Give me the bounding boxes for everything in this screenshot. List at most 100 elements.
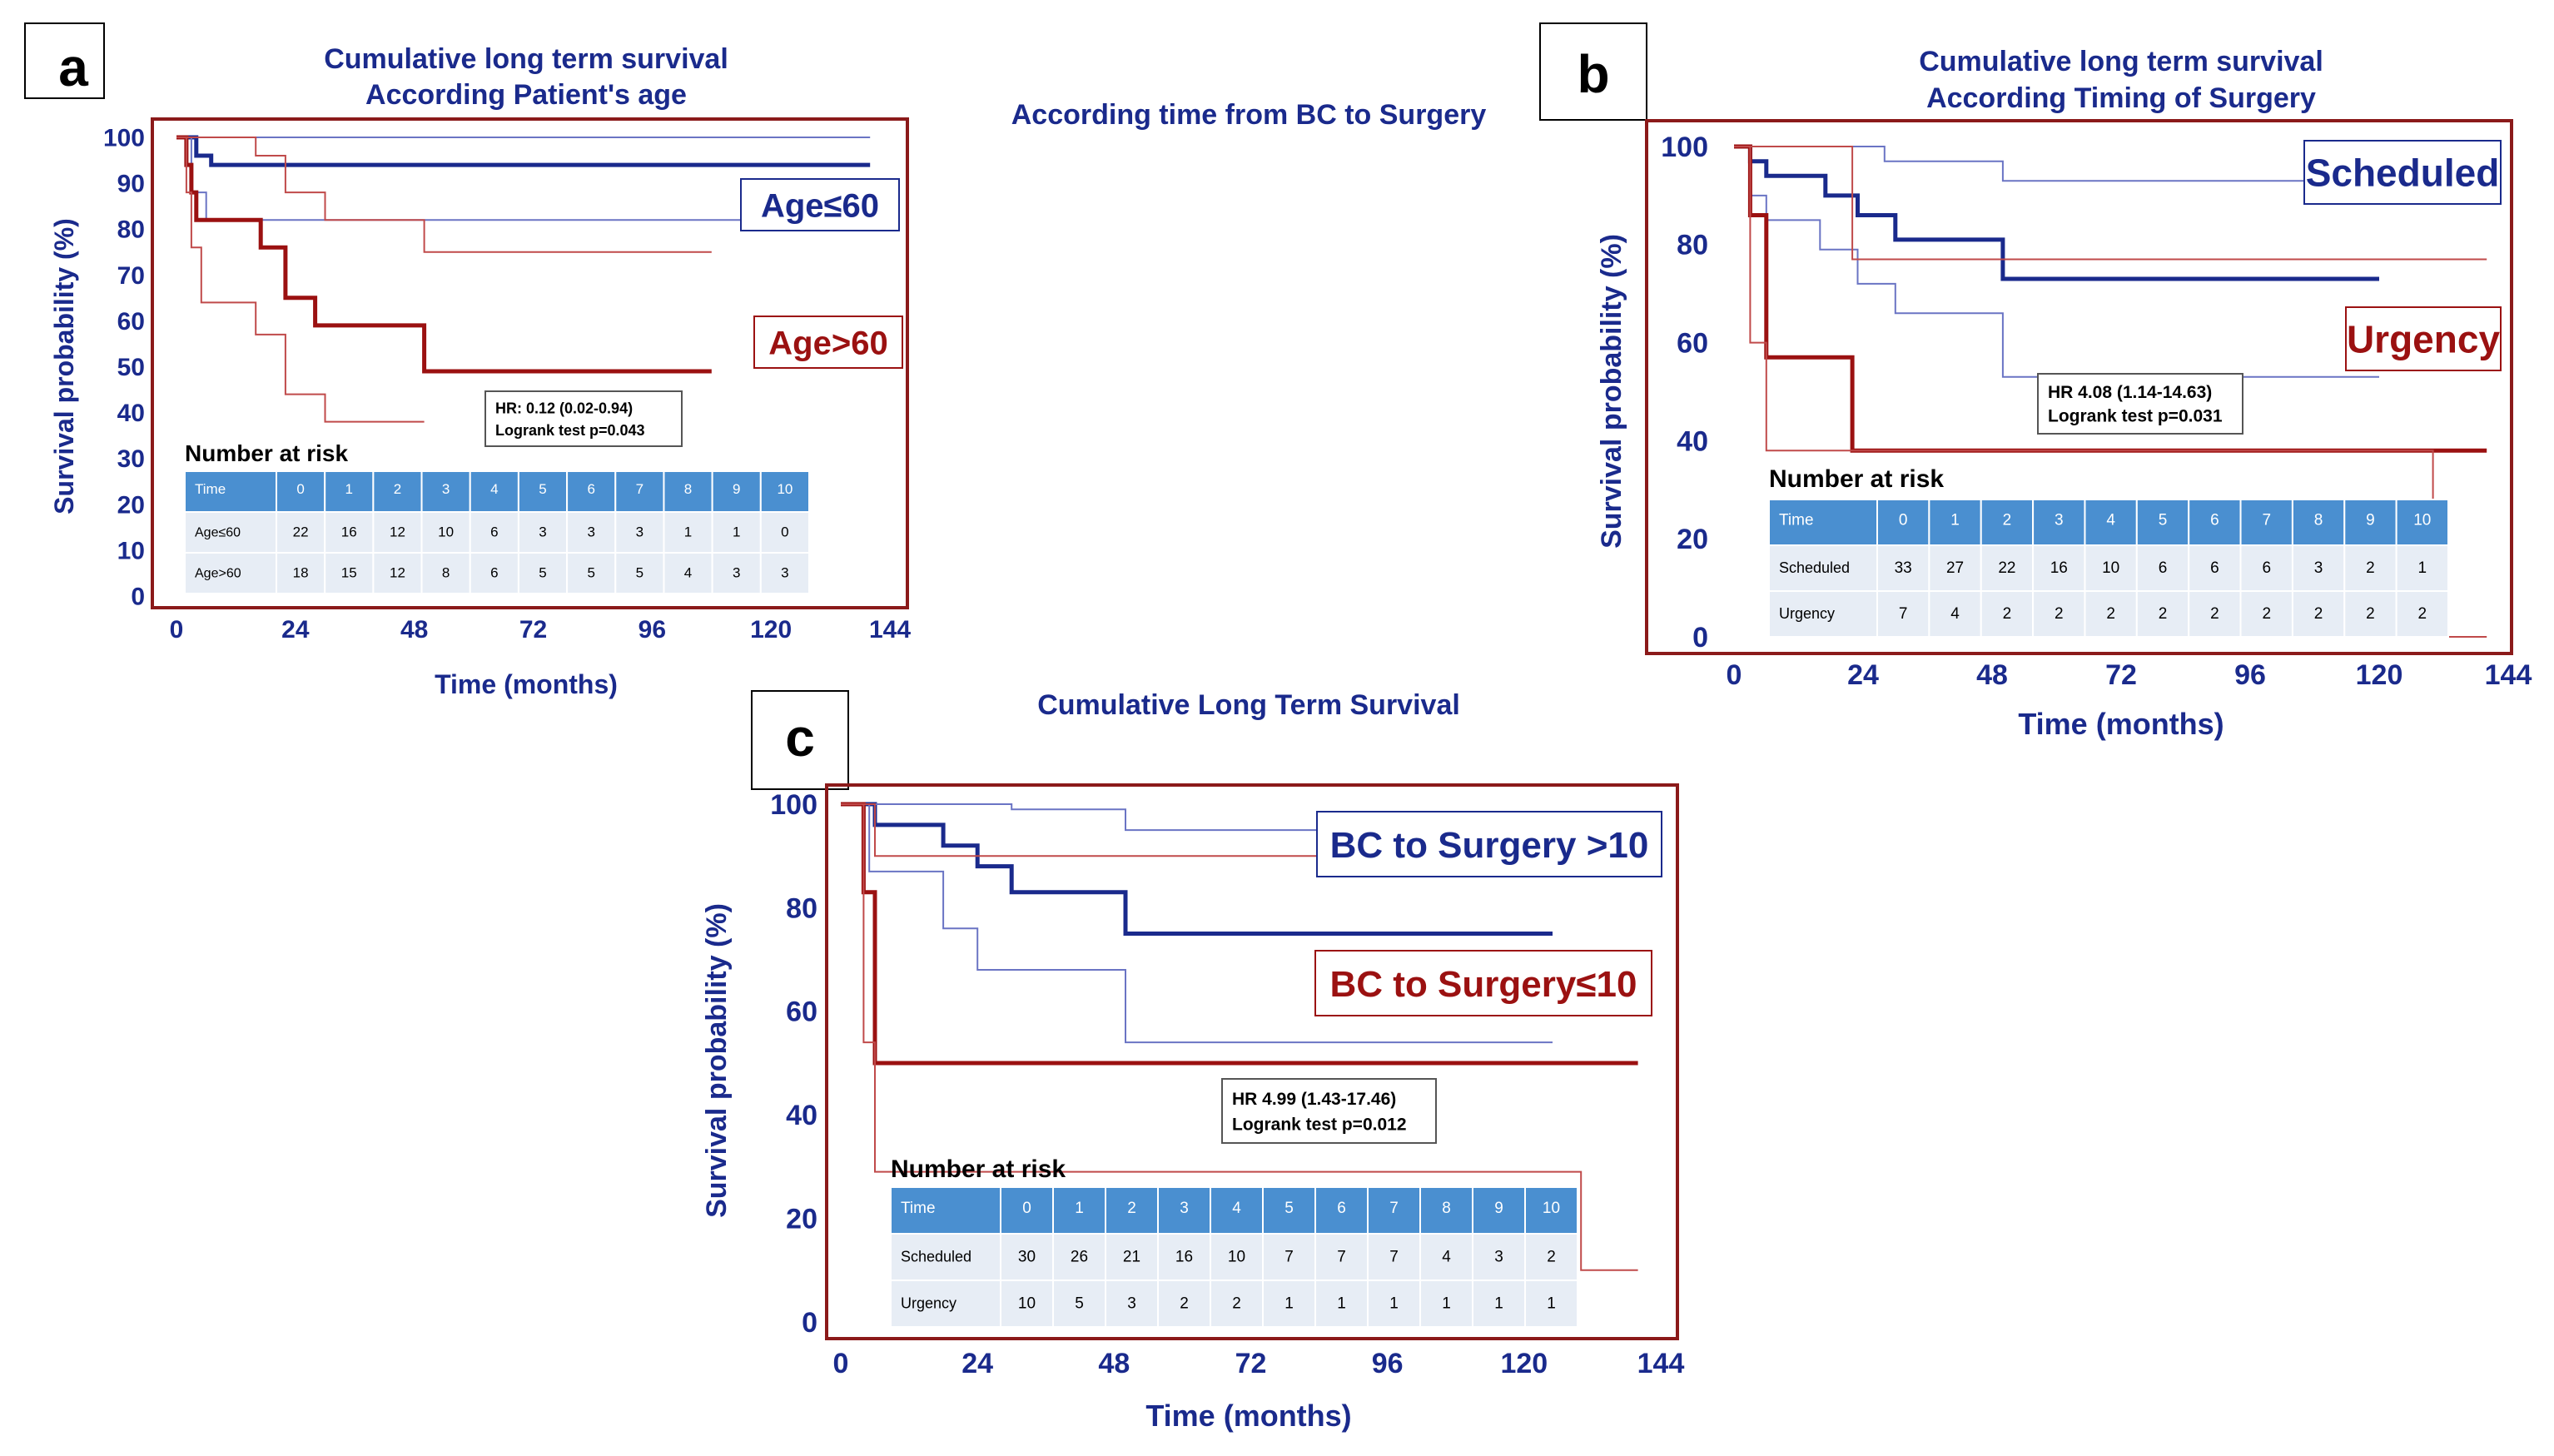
- chart-title-line1: Cumulative long term survival: [1919, 46, 2323, 77]
- risk-table-header-text: 7: [2262, 511, 2271, 529]
- y-tick-label: 10: [117, 537, 145, 564]
- risk-table-value: 5: [636, 564, 643, 580]
- risk-table-cell: [1928, 590, 1982, 638]
- risk-table-header-text: 9: [733, 481, 740, 497]
- risk-table-header-text: 8: [1442, 1200, 1451, 1217]
- risk-table-cell: [324, 511, 375, 554]
- risk-table-row-label: Age>60: [195, 566, 241, 580]
- y-tick-label: 80: [786, 892, 817, 924]
- logrank-text: Logrank test p=0.012: [1232, 1116, 1407, 1135]
- legend-box: [740, 178, 900, 231]
- risk-table-value: 16: [1175, 1249, 1193, 1266]
- risk-table-cell: [890, 1233, 1001, 1281]
- risk-table-header-cell: [1524, 1186, 1578, 1235]
- chart-title-line1: Cumulative long term survival: [324, 43, 728, 75]
- risk-table-value: 12: [390, 564, 405, 580]
- chart-title-line2: According Patient's age: [365, 79, 687, 111]
- risk-table-header-text: 2: [394, 481, 401, 497]
- risk-table-header-text: 5: [1284, 1200, 1294, 1217]
- risk-table-header-text: 1: [1075, 1200, 1084, 1217]
- risk-table-title: Number at risk: [185, 440, 348, 466]
- risk-table-value: 1: [1494, 1295, 1503, 1313]
- legend-label: Scheduled: [2306, 152, 2500, 195]
- risk-table-value: 2: [1232, 1295, 1241, 1313]
- risk-table-value: 3: [2314, 559, 2323, 577]
- y-axis-label: Survival probability (%): [1596, 234, 1627, 549]
- risk-table-header-cell: [1262, 1186, 1316, 1235]
- x-axis-label: Time (months): [435, 669, 618, 699]
- risk-table-cell: [759, 552, 810, 594]
- risk-table-value: 7: [1389, 1249, 1399, 1266]
- risk-table-cell: [663, 552, 713, 594]
- x-tick-label: 24: [1847, 659, 1879, 691]
- risk-table-value: 3: [781, 564, 788, 580]
- risk-table-value: 8: [442, 564, 450, 580]
- panel-letter: b: [1577, 44, 1609, 104]
- legend-box: [1316, 811, 1662, 877]
- risk-table-cell: [1052, 1280, 1106, 1328]
- risk-table-header-text: 6: [2210, 511, 2219, 529]
- y-axis-label: Survival probability (%): [49, 218, 79, 514]
- hr-text: HR 4.08 (1.14-14.63): [2048, 383, 2212, 402]
- risk-table-cell: [614, 552, 665, 594]
- confidence-band-line: [841, 803, 1638, 1271]
- risk-table-title: Number at risk: [891, 1155, 1066, 1183]
- y-tick-label: 100: [1661, 132, 1708, 163]
- legend-label: BC to Surgery >10: [1330, 825, 1649, 866]
- risk-table-header-cell: [890, 1186, 1001, 1235]
- risk-table-cell: [2084, 544, 2138, 592]
- y-tick-label: 80: [117, 216, 145, 244]
- risk-table-header-cell: [2343, 499, 2397, 546]
- y-tick-label: 40: [786, 1100, 817, 1131]
- risk-table-value: 27: [1946, 559, 1964, 577]
- risk-table-value: 5: [1075, 1295, 1084, 1313]
- risk-table-value: 2: [2418, 605, 2427, 623]
- risk-table-header-text: 10: [1543, 1200, 1560, 1217]
- risk-table-cell: [711, 552, 762, 594]
- risk-table-header-text: 0: [296, 481, 304, 497]
- risk-table-value: 1: [733, 524, 740, 539]
- y-tick-label: 100: [103, 125, 145, 152]
- x-tick-label: 0: [1727, 659, 1742, 691]
- risk-table-cell: [1000, 1233, 1054, 1281]
- risk-table-header-cell: [1105, 1186, 1159, 1235]
- logrank-text: Logrank test p=0.031: [2048, 407, 2223, 426]
- risk-table-value: 2: [2159, 605, 2168, 623]
- risk-table-header-text: 1: [345, 481, 353, 497]
- risk-table-header-text: 4: [2106, 511, 2115, 529]
- risk-table-value: 10: [2102, 559, 2119, 577]
- risk-table-value: 5: [587, 564, 594, 580]
- risk-table-cell: [566, 511, 617, 554]
- x-tick-label: 24: [281, 616, 310, 644]
- risk-table-cell: [2395, 590, 2450, 638]
- confidence-band-line: [841, 803, 1553, 1044]
- risk-table-header-text: 7: [636, 481, 643, 497]
- risk-table-value: 2: [2106, 605, 2115, 623]
- risk-table-value: 7: [1337, 1249, 1346, 1266]
- risk-table-row-label: Scheduled: [1779, 559, 1850, 576]
- risk-table-header-text: 7: [1389, 1200, 1399, 1217]
- risk-table-cell: [1524, 1280, 1578, 1328]
- hr-text: HR: 0.12 (0.02-0.94): [495, 400, 633, 416]
- risk-table-cell: [2084, 590, 2138, 638]
- x-tick-label: 96: [1372, 1348, 1404, 1379]
- risk-table-value: 6: [2159, 559, 2168, 577]
- legend-box: [753, 316, 903, 369]
- risk-table-cell: [469, 511, 519, 554]
- risk-table-cell: [1876, 590, 1930, 638]
- risk-table-header-cell: [1367, 1186, 1421, 1235]
- confidence-band-line: [176, 137, 425, 423]
- y-tick-label: 40: [117, 400, 145, 427]
- risk-table-cell: [2135, 544, 2190, 592]
- risk-table-value: 2: [2314, 605, 2323, 623]
- y-tick-label: 60: [1677, 328, 1708, 360]
- plot-frame: [825, 783, 1679, 1340]
- risk-table-value: 2: [1547, 1249, 1556, 1266]
- risk-table-value: 6: [490, 524, 498, 539]
- risk-table-value: 4: [1442, 1249, 1451, 1266]
- risk-table-header-cell: [2188, 499, 2242, 546]
- risk-table-value: 4: [1950, 605, 1960, 623]
- risk-table-header-text: Time: [195, 481, 226, 497]
- risk-table-cell: [276, 552, 326, 594]
- chart-panel-b: b Cumulative long term survival According …: [1539, 22, 2532, 741]
